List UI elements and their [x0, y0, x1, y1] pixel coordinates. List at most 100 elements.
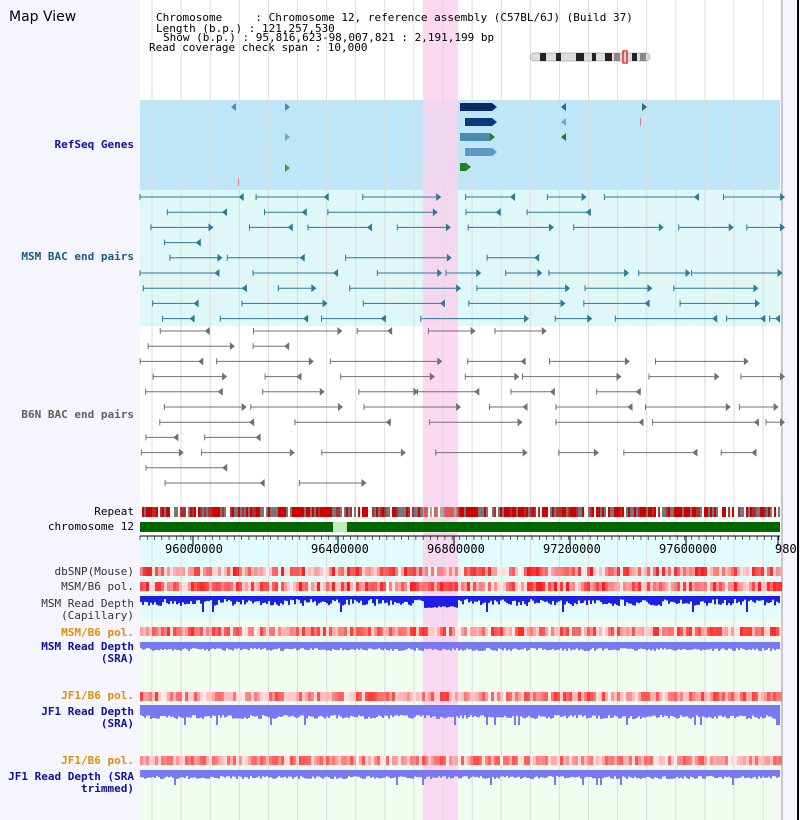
msm-b6-pol-cell — [677, 627, 680, 636]
msm-depth-capillary-bar — [588, 596, 590, 601]
msm-b6-pol-cell — [179, 627, 182, 636]
repeat-segment — [748, 507, 750, 517]
jf1-depth-sra-bar — [708, 705, 710, 717]
jf1-depth-trimmed-bar — [440, 770, 442, 778]
msm-depth-sra-bar — [450, 642, 452, 651]
msm-depth-sra-bar — [664, 642, 666, 649]
msm-depth-capillary-bar — [748, 596, 750, 602]
jf1-depth-sra-bar — [168, 705, 170, 716]
dbsnp-cell — [191, 567, 194, 576]
msm-depth-sra-bar — [636, 642, 638, 651]
jf1-depth-sra-bar — [238, 705, 240, 719]
msm-depth-capillary-bar — [718, 596, 720, 605]
repeat-segment — [644, 507, 646, 517]
msm-b6-pol-cell — [692, 582, 695, 591]
jf1-b6-pol-cell — [671, 756, 674, 765]
dbsnp-cell — [422, 567, 425, 576]
jf1-depth-trimmed-bar — [270, 770, 272, 778]
msm-b6-pol-cell — [650, 627, 653, 636]
jf1-b6-pol-cell — [617, 692, 620, 701]
gene-arrow — [193, 299, 199, 308]
jf1-b6-pol-cell — [224, 692, 227, 701]
jf1-b6-pol-cell — [389, 756, 392, 765]
dbsnp-cell — [536, 567, 539, 576]
repeat-segment — [396, 507, 398, 517]
jf1-depth-trimmed-bar — [654, 770, 656, 778]
msm-depth-sra-bar — [650, 642, 652, 651]
jf1-depth-trimmed-bar — [680, 770, 682, 778]
jf1-b6-pol-cell — [203, 692, 206, 701]
jf1-b6-pol-cell — [362, 692, 365, 701]
dbsnp-cell — [509, 567, 512, 576]
jf1-b6-pol-cell — [365, 756, 368, 765]
jf1-depth-sra-bar — [280, 705, 282, 717]
repeat-segment — [348, 507, 350, 517]
jf1-depth-sra-bar — [342, 705, 344, 719]
msm-depth-capillary-bar — [296, 596, 298, 600]
msm-b6-pol-cell — [638, 582, 641, 591]
jf1-depth-trimmed-bar — [472, 770, 474, 777]
gene-arrow — [241, 403, 247, 411]
repeat-segment — [592, 507, 594, 517]
jf1-b6-pol-cell — [308, 756, 311, 765]
msm-depth-sra-bar — [476, 642, 478, 650]
jf1-b6-pol-cell — [554, 756, 557, 765]
msm-b6-pol-cell — [548, 627, 551, 636]
msm-depth-capillary-bar — [256, 596, 258, 602]
msm-b6-pol-cell — [770, 627, 773, 636]
jf1-depth-sra-bar — [352, 705, 354, 717]
gene-block — [465, 148, 492, 156]
msm-b6-pol-cell — [545, 582, 548, 591]
msm-b6-pol-cell — [569, 582, 572, 591]
jf1-depth-trimmed-bar — [554, 770, 556, 785]
jf1-depth-trimmed-bar — [640, 770, 642, 779]
msm-b6-pol-cell — [221, 582, 224, 591]
msm-depth-capillary-bar — [332, 596, 334, 601]
repeat-segment — [162, 507, 164, 517]
jf1-depth-sra-bar — [310, 705, 312, 717]
gene-arrow — [714, 372, 720, 381]
jf1-depth-sra-bar — [388, 705, 390, 719]
coverage-span-info: Read coverage check span : 10,000 — [149, 41, 368, 54]
dbsnp-cell — [332, 567, 335, 576]
msm-depth-sra-bar — [198, 642, 200, 650]
jf1-b6-pol-cell — [668, 692, 671, 701]
msm-depth-capillary-bar — [634, 596, 636, 606]
gene-arrow — [319, 387, 325, 396]
jf1-b6-pol-cell — [386, 692, 389, 701]
jf1-depth-trimmed-bar — [380, 770, 382, 779]
msm-depth-sra-bar — [160, 642, 162, 650]
dbsnp-cell — [551, 567, 554, 576]
dbsnp-cell — [647, 567, 650, 576]
jf1-b6-pol-cell — [614, 692, 617, 701]
msm-depth-capillary-bar — [396, 596, 398, 604]
msm-depth-capillary-bar — [368, 596, 370, 601]
jf1-depth-sra-bar — [496, 705, 498, 718]
repeat-segment — [544, 507, 546, 517]
jf1-b6-pol-cell — [602, 692, 605, 701]
gene-arrow — [780, 193, 785, 201]
gene-arrow — [287, 223, 293, 232]
jf1-depth-sra-bar — [212, 705, 214, 716]
jf1-depth-trimmed-bar — [316, 770, 318, 777]
dbsnp-cell — [590, 567, 593, 576]
jf1-b6-pol-cell — [698, 692, 701, 701]
jf1-b6-pol-cell — [725, 756, 728, 765]
jf1-depth-sra-bar — [292, 705, 294, 716]
repeat-segment — [736, 507, 738, 517]
gene-arrow — [222, 208, 228, 217]
dbsnp-cell — [680, 567, 683, 576]
msm-b6-pol-cell — [428, 582, 431, 591]
jf1-b6-pol-cell — [644, 692, 647, 701]
jf1-depth-sra-bar — [674, 705, 676, 718]
jf1-depth-sra-bar — [186, 705, 188, 718]
msm-depth-capillary-bar — [198, 596, 200, 601]
repeat-segment — [172, 507, 174, 517]
jf1-depth-sra-bar — [570, 705, 572, 716]
msm-b6-pol-cell — [746, 582, 749, 591]
msm-depth-capillary-bar — [382, 596, 384, 601]
dbsnp-cell — [524, 567, 527, 576]
msm-b6-pol-cell — [773, 582, 776, 591]
msm-b6-pol-cell — [356, 582, 359, 591]
